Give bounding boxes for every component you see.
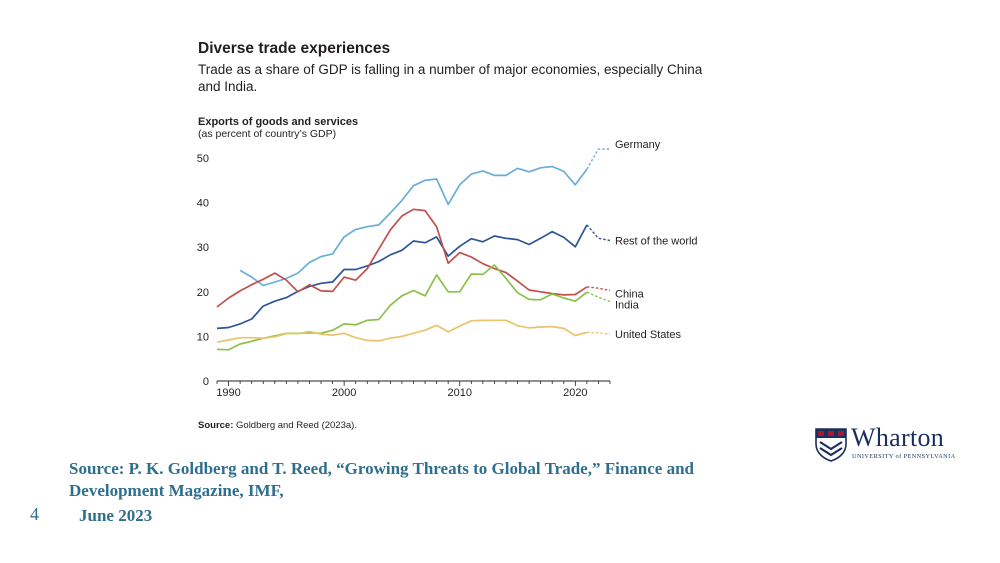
- page-number: 4: [30, 504, 39, 524]
- y-axis-label: Exports of goods and services: [198, 116, 359, 128]
- chart-subtitle: Trade as a share of GDP is falling in a …: [198, 62, 703, 94]
- y-tick-label: 30: [197, 242, 209, 254]
- chart-source-label: Source:: [198, 420, 234, 431]
- chart-title: Diverse trade experiences: [198, 40, 391, 57]
- y-tick-label: 10: [197, 331, 209, 343]
- series-label-united-states: United States: [615, 329, 682, 341]
- series-label-rest-of-the-world: Rest of the world: [615, 236, 698, 248]
- series-projection-germany: [586, 148, 610, 170]
- series-line-united-states: [216, 319, 588, 344]
- x-tick-label: 2020: [563, 387, 587, 399]
- slide-source-citation: Source: P. K. Goldberg and T. Reed, “Gro…: [69, 459, 694, 500]
- wharton-logo: Wharton UNIVERSITY of PENNSYLVANIA: [815, 423, 965, 466]
- wharton-logo-subtitle: UNIVERSITY of PENNSYLVANIA: [852, 453, 956, 460]
- y-tick-label: 0: [203, 376, 209, 388]
- series-line-china: [216, 208, 588, 308]
- wharton-shield-icon: [815, 428, 847, 462]
- x-tick-label: 2000: [332, 387, 356, 399]
- x-tick-label: 2010: [447, 387, 471, 399]
- y-axis-sublabel: (as percent of country’s GDP): [198, 128, 337, 140]
- x-tick-label: 1990: [216, 387, 240, 399]
- chart-source-text: Goldberg and Reed (2023a).: [236, 420, 357, 431]
- series-label-china: China: [615, 288, 645, 300]
- series-line-germany: [239, 165, 588, 287]
- series-projection-india: [586, 291, 611, 303]
- y-tick-label: 40: [197, 198, 209, 210]
- y-tick-label: 20: [197, 287, 209, 299]
- slide-source-date: June 2023: [79, 506, 153, 525]
- series-line-rest-of-the-world: [216, 224, 588, 330]
- series-projection-united-states: [586, 331, 611, 335]
- line-chart: 0 10 20 30 40 50 1990 2000 2010 2020 Germany Rest o…: [197, 139, 698, 399]
- wharton-logo-name: Wharton: [851, 423, 945, 452]
- series-projection-rest-of-the-world: [586, 224, 611, 242]
- series-label-india: India: [615, 300, 640, 312]
- chart-source: Source: Goldberg and Reed (2023a).: [198, 420, 357, 431]
- series-label-germany: Germany: [615, 139, 661, 151]
- y-tick-label: 50: [197, 153, 209, 165]
- series-projection-china: [586, 286, 611, 292]
